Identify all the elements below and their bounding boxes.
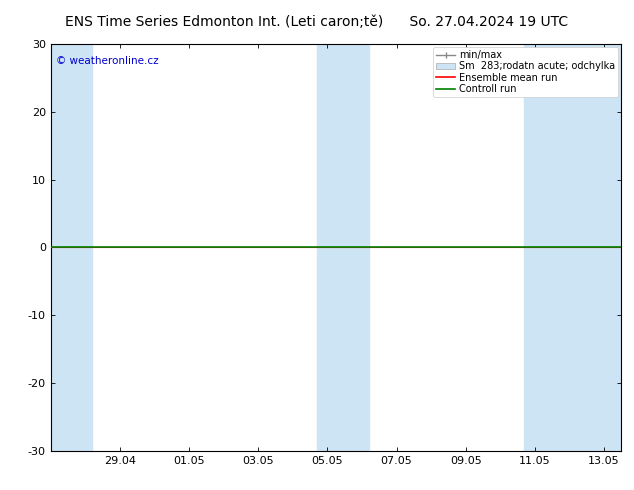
Text: ENS Time Series Edmonton Int. (Leti caron;tě)      So. 27.04.2024 19 UTC: ENS Time Series Edmonton Int. (Leti caro…	[65, 15, 569, 29]
Text: © weatheronline.cz: © weatheronline.cz	[56, 56, 159, 66]
Bar	[524, 44, 621, 451]
Bar	[51, 44, 92, 451]
Bar	[317, 44, 369, 451]
Legend: min/max, Sm  283;rodatn acute; odchylka, Ensemble mean run, Controll run: min/max, Sm 283;rodatn acute; odchylka, …	[433, 47, 618, 97]
